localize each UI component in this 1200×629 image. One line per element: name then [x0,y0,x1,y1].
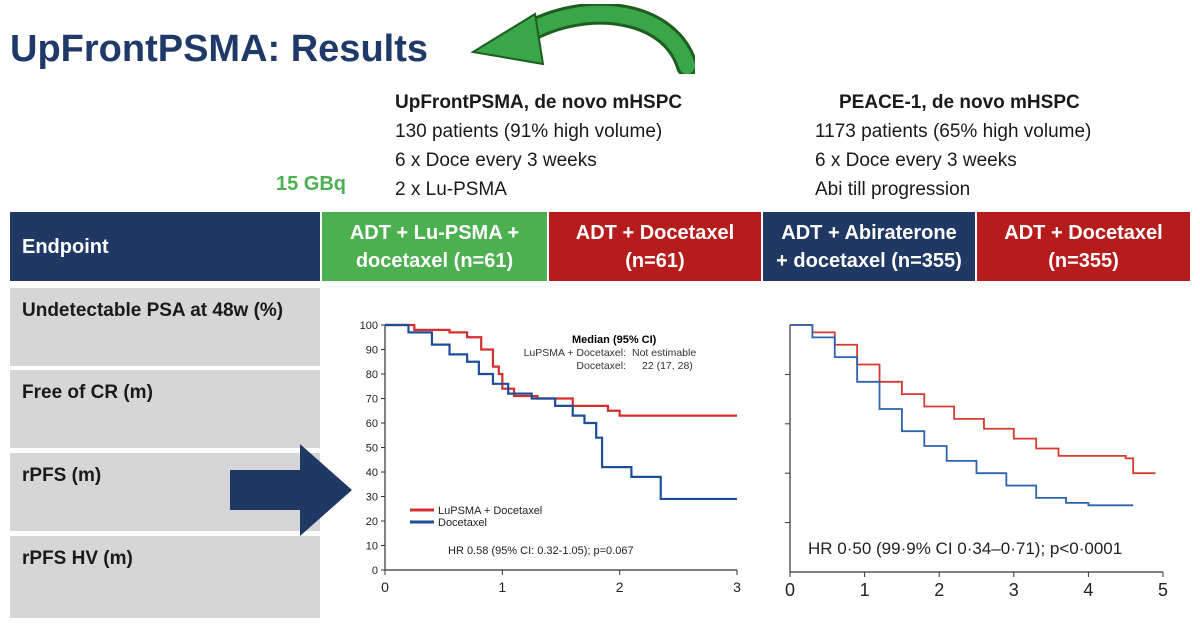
column-header-label: ADT + Docetaxel [575,221,735,244]
endpoint-row: Free of CR (m) [10,370,320,448]
column-header-label: Endpoint [22,235,109,258]
x-tick-label: 2 [934,580,944,600]
upfront-line: 130 patients (91% high volume) [395,121,663,142]
km-curve-1 [385,323,737,417]
median-row-value: 22 (17, 28) [642,360,693,372]
peace-heading: PEACE-1, de novo mHSPC [839,92,1080,113]
km-chart-peace: 0 1 2 3 4 5 HR 0·50 (99·9% CI 0·34–0·71); p<0… [785,324,1168,600]
column-header-label: (n=61) [625,249,685,272]
curved-arrow-icon [470,4,695,74]
x-tick-label: 0 [381,579,389,595]
y-tick-label: 70 [366,394,378,406]
y-tick-label: 60 [366,418,378,430]
peace-line: 6 x Doce every 3 weeks [815,150,1017,171]
y-tick-label: 90 [366,345,378,357]
endpoint-row: Undetectable PSA at 48w (%) [10,288,320,366]
y-tick-label: 20 [366,516,378,528]
column-header-lupsma: ADT + Lu-PSMA + docetaxel (n=61) [322,212,547,281]
median-row-label: Docetaxel: [576,360,626,372]
y-tick-label: 40 [366,467,378,479]
right-arrow-icon [230,444,352,536]
endpoint-label: Undetectable PSA at 48w (%) [22,300,284,321]
hr-annotation: HR 0.58 (95% CI: 0.32-1.05); p=0.067 [448,545,634,557]
x-tick-label: 1 [498,579,506,595]
upfront-line: 6 x Doce every 3 weeks [395,150,597,171]
median-row-label: LuPSMA + Docetaxel: [524,347,626,359]
peace-line: Abi till progression [815,179,971,200]
y-tick-label: 80 [366,369,378,381]
endpoint-label: rPFS (m) [22,465,102,486]
legend-label: Docetaxel [438,517,487,529]
column-header-label: ADT + Docetaxel [1004,221,1163,244]
km-curve-2 [385,323,737,501]
x-tick-label: 3 [1009,580,1019,600]
dose-label: 15 GBq [276,173,347,195]
median-row-value: Not estimable [632,347,696,359]
endpoint-label: rPFS HV (m) [22,548,133,569]
x-tick-label: 2 [616,579,624,595]
median-header: Median (95% CI) [572,334,657,346]
column-header-docetaxel: ADT + Docetaxel (n=61) [549,212,761,281]
upfront-heading: UpFrontPSMA, de novo mHSPC [395,92,683,113]
column-header-label: + docetaxel (n=355) [776,249,962,272]
upfront-line: 2 x Lu-PSMA [395,179,507,200]
y-tick-label: 50 [366,443,378,455]
column-header-endpoint: Endpoint [10,212,320,281]
peace-line: 1173 patients (65% high volume) [815,121,1092,142]
column-header-docetaxel-peace: ADT + Docetaxel (n=355) [977,212,1190,281]
slide-title: UpFrontPSMA: Results [10,28,428,70]
hr-annotation: HR 0·50 (99·9% CI 0·34–0·71); p<0·0001 [808,539,1122,558]
column-header-label: docetaxel (n=61) [355,249,514,272]
endpoint-row: rPFS HV (m) [10,536,320,618]
x-tick-label: 0 [785,580,795,600]
column-header-label: (n=355) [1048,249,1119,272]
x-tick-label: 3 [733,579,741,595]
x-tick-label: 4 [1083,580,1093,600]
column-header-label: ADT + Lu-PSMA + [349,221,520,244]
column-header-abiraterone: ADT + Abiraterone + docetaxel (n=355) [763,212,975,281]
endpoint-label: Free of CR (m) [22,382,153,403]
column-header-label: ADT + Abiraterone [781,221,957,244]
legend-label: LuPSMA + Docetaxel [438,505,542,517]
y-tick-label: 100 [360,320,378,332]
y-tick-label: 10 [366,541,378,553]
x-tick-label: 5 [1158,580,1168,600]
km-curve-1 [790,324,1156,475]
x-tick-label: 1 [860,580,870,600]
y-tick-label: 30 [366,492,378,504]
y-tick-label: 0 [372,565,378,577]
upfront-info-box: UpFrontPSMA, de novo mHSPC 130 patients … [395,88,682,204]
km-curve-2 [790,324,1134,507]
peace-info-box: PEACE-1, de novo mHSPC 1173 patients (65… [815,88,1091,204]
